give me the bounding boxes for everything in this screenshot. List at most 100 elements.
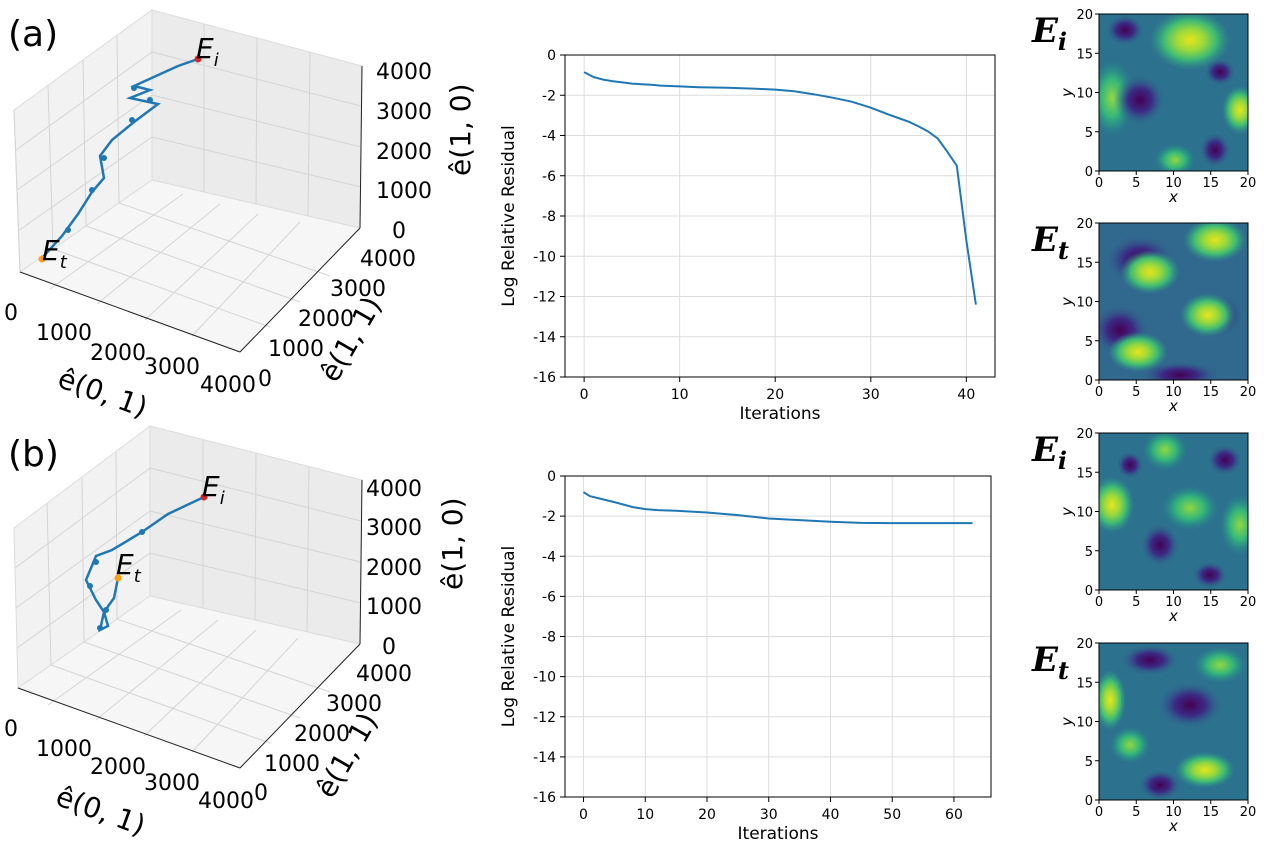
svg-text:4000: 4000: [376, 60, 432, 85]
y-tick-label: 5: [1085, 335, 1093, 350]
y-axis-label: y: [1058, 87, 1076, 98]
x-axis-label: Iterations: [740, 404, 821, 424]
y-tick-label: 10: [1076, 716, 1093, 731]
heatmap-a-target: [1098, 222, 1249, 381]
plot-frame: [564, 475, 992, 798]
trajectory-arrows: [87, 529, 145, 631]
y-tick-label: 10: [1076, 296, 1093, 311]
x-tick-label: 0: [579, 807, 588, 823]
y-tick-label: -4: [542, 129, 556, 145]
z-axis-line: [359, 65, 363, 229]
y-tick-labels: 4000 3000 2000 1000 0: [258, 247, 416, 392]
y-axis-line: [239, 227, 361, 353]
y-tick-label: 5: [1085, 755, 1093, 770]
x-tick-label: 20: [766, 387, 784, 403]
y-tick-label: -2: [542, 88, 556, 104]
y-tick-label: -4: [542, 549, 556, 565]
svg-text:3000: 3000: [330, 277, 386, 302]
y-tick-label: -2: [542, 509, 556, 525]
y-tick-labels: 4000 3000 2000 1000 0: [254, 662, 412, 806]
x-tick-label: 30: [862, 387, 880, 403]
y-tick-label: -14: [533, 750, 556, 766]
y-tick-label: 0: [1085, 165, 1093, 180]
x-tick-label: 15: [1202, 595, 1219, 610]
svg-text:1000: 1000: [366, 595, 422, 620]
y-tick-label: 10: [1076, 506, 1093, 521]
y-tick-label: 0: [1085, 374, 1093, 389]
x-axis-label: ê(0, 1): [54, 362, 152, 425]
y-axis-label: y: [1058, 296, 1076, 307]
x-tick-label: 10: [1165, 176, 1182, 191]
svg-text:2000: 2000: [90, 341, 146, 366]
end-label: Et: [42, 234, 68, 273]
x-tick-label: 5: [1132, 176, 1140, 191]
x-tick-label: 20: [1240, 595, 1257, 610]
x-axis-label: x: [1168, 817, 1178, 835]
y-tick-label: -8: [542, 209, 556, 225]
x-tick-labels: 0 1000 2000 3000 4000: [4, 301, 256, 398]
heatmap-field: [1099, 643, 1248, 800]
y-tick-label: 15: [1076, 676, 1093, 691]
trajectory-arrows: [65, 85, 153, 233]
x-tick-label: 20: [1240, 805, 1257, 820]
z-tick-labels: 4000 3000 2000 1000 0: [376, 60, 432, 244]
y-tick-label: 0: [1085, 794, 1093, 809]
y-axis-label: y: [1058, 506, 1076, 517]
x-tick-label: 5: [1132, 385, 1140, 400]
svg-text:4000: 4000: [356, 662, 412, 687]
y-tick-label: -10: [533, 249, 556, 265]
heatmap-title-sub: i: [1058, 27, 1067, 56]
grid-3d: [13, 24, 362, 337]
y-tick-label: 0: [1085, 584, 1093, 599]
heatmap-title-main: E: [1031, 11, 1059, 51]
heatmap-b-target: [1098, 642, 1249, 801]
svg-text:1000: 1000: [36, 737, 92, 762]
y-tick-label: -12: [533, 290, 556, 306]
y-tick-label: -8: [542, 630, 556, 646]
y-tick-label: 5: [1085, 545, 1093, 560]
x-tick-label: 10: [1165, 805, 1182, 820]
svg-text:3000: 3000: [144, 355, 200, 380]
svg-text:2000: 2000: [294, 722, 350, 747]
svg-text:1000: 1000: [264, 752, 320, 777]
x-axis-label: x: [1168, 188, 1178, 206]
y-tick-label: -16: [533, 790, 556, 806]
x-tick-label: 10: [671, 387, 689, 403]
x-tick-label: 60: [945, 807, 963, 823]
start-label: Ei: [202, 470, 225, 509]
svg-text:0: 0: [382, 635, 396, 660]
heatmap-title-main: E: [1031, 640, 1059, 680]
z-axis-label: ê(1, 0): [444, 83, 477, 176]
svg-text:1000: 1000: [376, 179, 432, 204]
x-tick-label: 0: [580, 387, 589, 403]
panel-label-b: (b): [8, 434, 59, 475]
end-marker: [38, 255, 46, 263]
heatmap-title: Ei: [1031, 430, 1067, 475]
x-tick-label: 50: [883, 807, 901, 823]
x-tick-label: 20: [1240, 385, 1257, 400]
x-tick-label: 0: [1095, 805, 1103, 820]
svg-text:0: 0: [4, 717, 18, 742]
y-tick-label: -14: [533, 330, 556, 346]
x-axis-label: x: [1168, 397, 1178, 415]
x-tick-label: 30: [760, 807, 778, 823]
x-tick-label: 10: [1165, 595, 1182, 610]
start-marker: [200, 493, 208, 501]
y-axis-label: Log Relative Residual: [499, 546, 519, 728]
y-tick-label: 15: [1076, 47, 1093, 62]
y-tick-label: -10: [533, 670, 556, 686]
x-tick-label: 15: [1202, 805, 1219, 820]
start-label: Ei: [196, 32, 219, 71]
panel-label-a: (a): [8, 14, 58, 55]
svg-text:0: 0: [392, 219, 406, 244]
y-axis-label: ê(1, 1): [313, 291, 388, 388]
x-tick-label: 40: [957, 387, 975, 403]
heatmap-title: Et: [1031, 640, 1069, 685]
x-axis-label: ê(0, 1): [52, 780, 150, 843]
residual-chart-b: 0 10 20 30 40 50 60 0 -2 -4 -6 -8 -10 -12 -14 -16 Iterat…: [499, 469, 992, 844]
heatmap-a-initial: [1098, 13, 1249, 172]
svg-text:3000: 3000: [144, 771, 200, 796]
heatmap-title: Ei: [1031, 11, 1067, 56]
y-tick-label: 5: [1085, 126, 1093, 141]
series-line-residual: [582, 491, 973, 525]
